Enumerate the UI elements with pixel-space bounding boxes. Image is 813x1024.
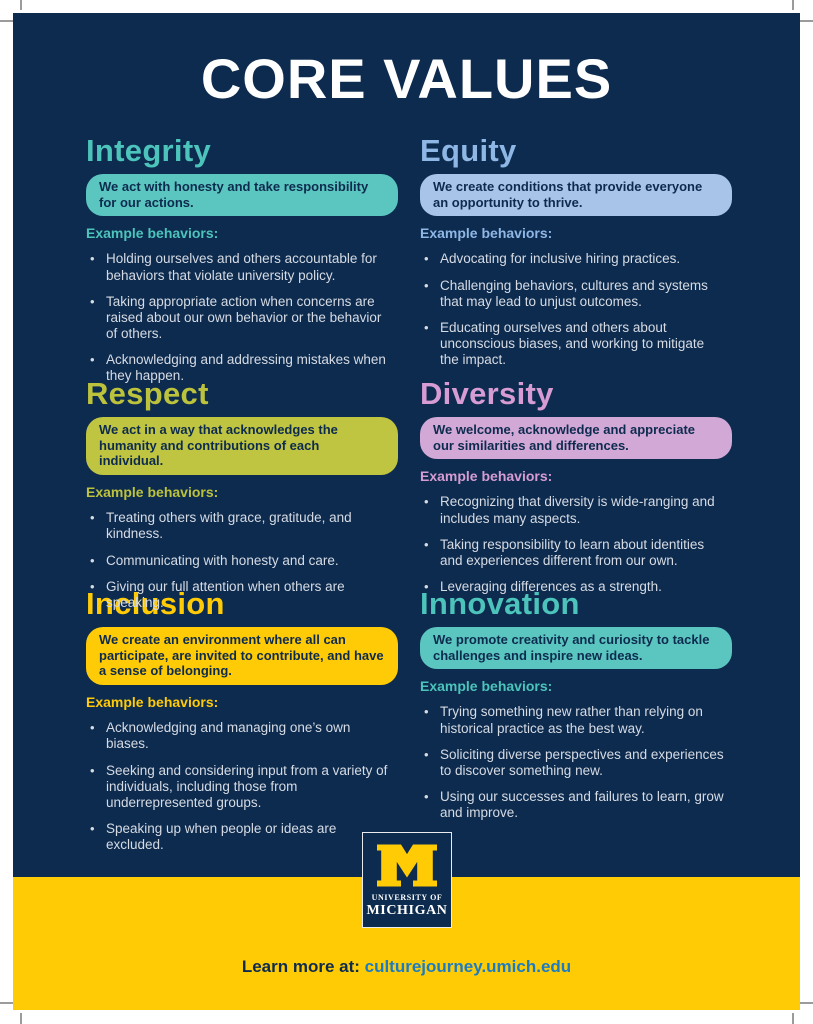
example-behaviors-label: Example behaviors:	[420, 678, 553, 695]
section-title: Diversity	[420, 376, 554, 411]
section-inclusion: Inclusion We create an environment where…	[86, 586, 398, 854]
section-diversity: Diversity We welcome, acknowledge and ap…	[420, 376, 732, 595]
behavior-item: Giving our full attention when others ar…	[86, 579, 391, 611]
behavior-item: Leveraging differences as a strength.	[420, 579, 725, 595]
behavior-item: Taking responsibility to learn about ide…	[420, 537, 725, 569]
behavior-item: Treating others with grace, gratitude, a…	[86, 510, 391, 542]
learn-more-label: Learn more at:	[241, 957, 365, 976]
crop-mark	[20, 0, 22, 10]
behavior-item: Educating ourselves and others about unc…	[420, 320, 725, 369]
crop-mark	[0, 1002, 13, 1004]
value-statement-pill: We create conditions that provide everyo…	[420, 173, 732, 217]
behavior-item: Advocating for inclusive hiring practice…	[420, 251, 725, 267]
behavior-list: Recognizing that diversity is wide-rangi…	[420, 494, 732, 595]
section-integrity: Integrity We act with honesty and take r…	[86, 133, 398, 383]
behavior-list: Acknowledging and managing one’s own bia…	[86, 720, 398, 853]
behavior-item: Recognizing that diversity is wide-rangi…	[420, 494, 725, 526]
crop-mark	[792, 1013, 794, 1024]
logo-university-of-text: UNIVERSITY OF	[371, 893, 443, 902]
culture-journey-link[interactable]: culturejourney.umich.edu	[364, 957, 572, 976]
crop-mark	[792, 0, 794, 10]
section-title: Integrity	[86, 133, 211, 168]
example-behaviors-label: Example behaviors:	[86, 225, 219, 242]
behavior-item: Soliciting diverse perspectives and expe…	[420, 747, 725, 779]
behavior-item: Challenging behaviors, cultures and syst…	[420, 278, 725, 310]
crop-mark	[800, 1002, 813, 1004]
core-values-poster: CORE VALUES Integrity We act with honest…	[13, 13, 800, 1010]
example-behaviors-label: Example behaviors:	[86, 484, 219, 501]
behavior-item: Taking appropriate action when concerns …	[86, 294, 391, 343]
value-statement-pill: We act in a way that acknowledges the hu…	[86, 416, 398, 476]
value-statement-pill: We act with honesty and take responsibil…	[86, 173, 398, 217]
behavior-item: Acknowledging and addressing mistakes wh…	[86, 352, 391, 384]
crop-mark	[20, 1013, 22, 1024]
values-grid: Integrity We act with honesty and take r…	[13, 133, 800, 854]
behavior-item: Using our successes and failures to lear…	[420, 789, 725, 821]
section-equity: Equity We create conditions that provide…	[420, 133, 732, 376]
example-behaviors-label: Example behaviors:	[420, 225, 553, 242]
behavior-list: Treating others with grace, gratitude, a…	[86, 510, 398, 611]
behavior-item: Seeking and considering input from a var…	[86, 763, 391, 812]
section-innovation: Innovation We promote creativity and cur…	[420, 586, 732, 854]
example-behaviors-label: Example behaviors:	[420, 468, 553, 485]
value-statement-pill: We welcome, acknowledge and appreciate o…	[420, 416, 732, 460]
section-respect: Respect We act in a way that acknowledge…	[86, 376, 398, 610]
crop-mark	[0, 20, 13, 22]
learn-more-line: Learn more at: culturejourney.umich.edu	[13, 957, 800, 977]
value-statement-pill: We create an environment where all can p…	[86, 626, 398, 686]
crop-mark	[800, 20, 813, 22]
example-behaviors-label: Example behaviors:	[86, 694, 219, 711]
behavior-item: Speaking up when people or ideas are exc…	[86, 821, 391, 853]
behavior-item: Holding ourselves and others accountable…	[86, 251, 391, 283]
behavior-item: Communicating with honesty and care.	[86, 553, 391, 569]
behavior-list: Holding ourselves and others accountable…	[86, 251, 398, 384]
block-m-icon	[377, 844, 437, 887]
value-statement-pill: We promote creativity and curiosity to t…	[420, 626, 732, 670]
university-of-michigan-logo: UNIVERSITY OF MICHIGAN	[362, 832, 452, 928]
page-title: CORE VALUES	[200, 47, 613, 110]
behavior-item: Acknowledging and managing one’s own bia…	[86, 720, 391, 752]
logo-michigan-text: MICHIGAN	[366, 903, 448, 918]
behavior-list: Trying something new rather than relying…	[420, 704, 732, 821]
section-title: Equity	[420, 133, 517, 168]
behavior-list: Advocating for inclusive hiring practice…	[420, 251, 732, 368]
behavior-item: Trying something new rather than relying…	[420, 704, 725, 736]
